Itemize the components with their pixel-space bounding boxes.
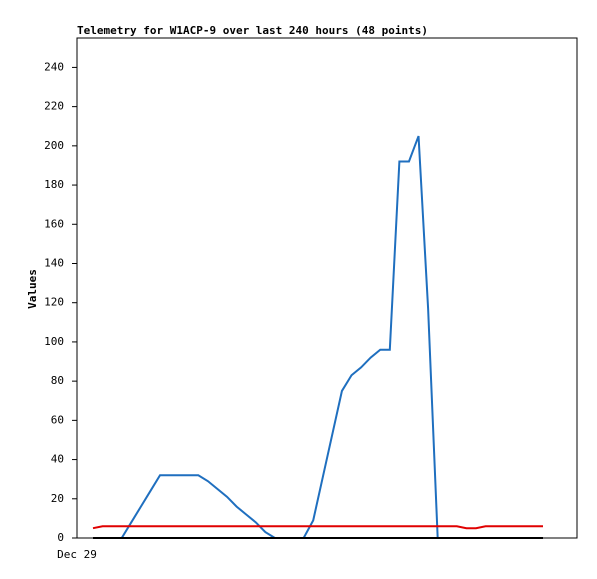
- y-tick-label: 220: [44, 100, 64, 113]
- y-tick-label: 120: [44, 296, 64, 309]
- y-tick-label: 60: [51, 413, 64, 426]
- series-line: [92, 525, 543, 530]
- y-tick-label: 40: [51, 453, 64, 466]
- x-tick-label: Dec 29: [57, 548, 97, 561]
- y-tick-label: 0: [57, 531, 64, 544]
- y-tick-label: 20: [51, 492, 64, 505]
- y-tick-label: 180: [44, 178, 64, 191]
- y-axis-label: Values: [26, 269, 39, 309]
- y-tick-label: 200: [44, 139, 64, 152]
- y-tick-label: 160: [44, 217, 64, 230]
- chart-title: Telemetry for W1ACP-9 over last 240 hour…: [77, 24, 428, 37]
- y-tick-label: 80: [51, 374, 64, 387]
- y-tick-label: 140: [44, 256, 64, 269]
- y-tick-label: 100: [44, 335, 64, 348]
- y-tick-label: 240: [44, 60, 64, 73]
